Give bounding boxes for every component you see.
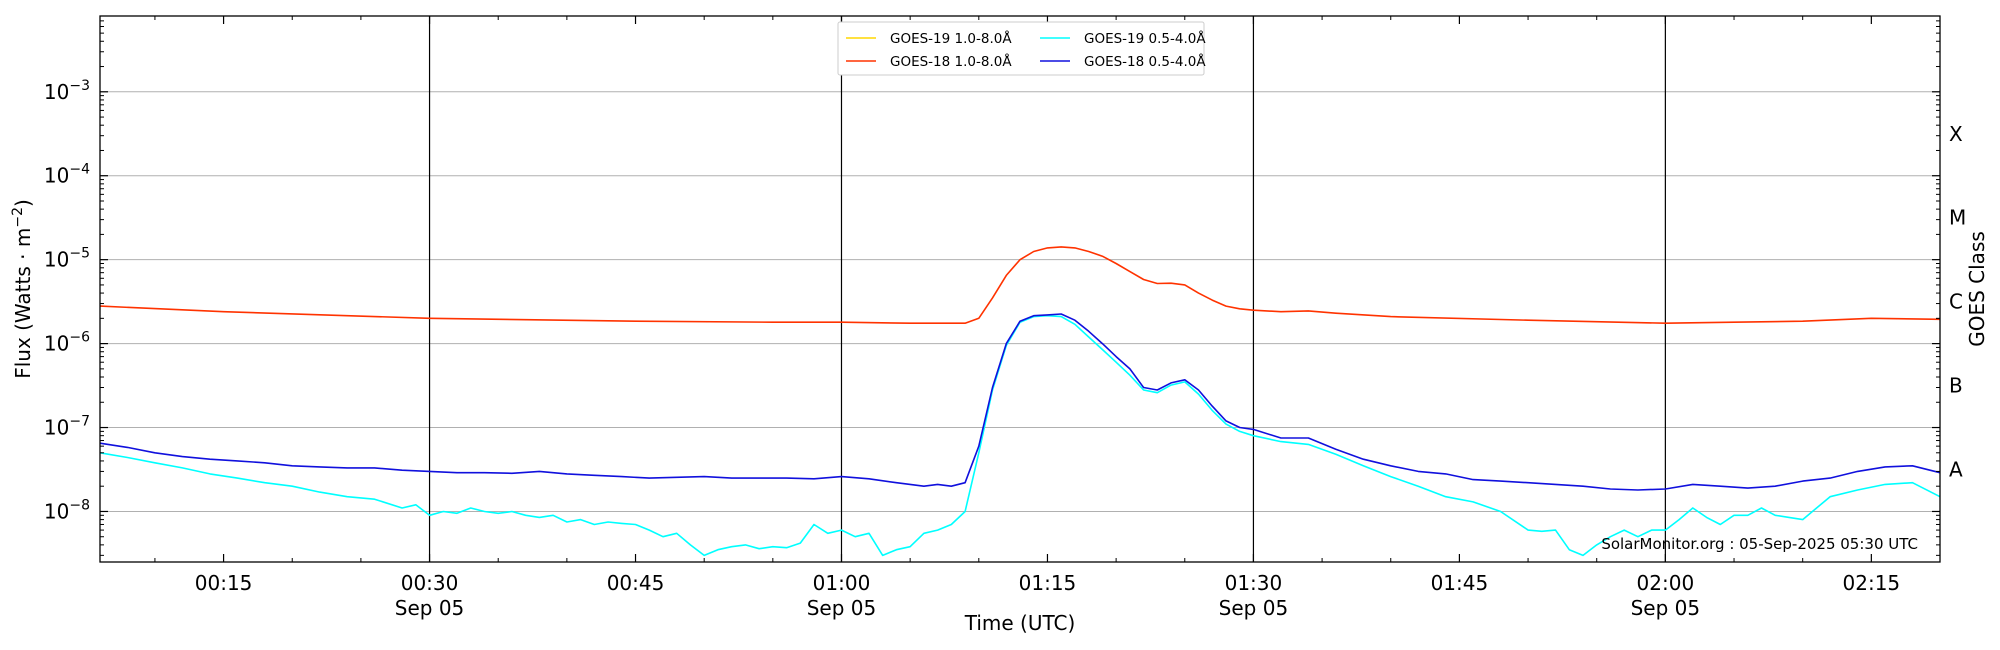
x-tick-label: 00:45 [607,571,665,595]
x-tick-label: 00:30 [401,571,459,595]
goes-class-label-c: C [1949,290,1963,314]
plot-frame [99,15,1941,563]
y-tick-exponent: −8 [69,497,90,513]
legend-label: GOES-19 0.5-4.0Å [1084,30,1206,47]
y-tick-label: 10−4 [44,162,90,188]
y-tick-base: 10 [44,416,69,440]
x-tick-label: 01:00 [813,571,871,595]
x-tick-date-label: Sep 05 [1219,596,1289,620]
x-tick-label: 01:15 [1019,571,1077,595]
goes-class-label-a: A [1949,458,1963,482]
legend-label: GOES-18 0.5-4.0Å [1084,53,1206,70]
y-tick-label: 10−7 [44,414,90,440]
x-tick-date-label: Sep 05 [395,596,465,620]
goes-class-labels: A B C M X [1949,122,1966,482]
y-axis-label: Flux (Watts · m−2) [10,199,35,379]
y-tick-base: 10 [44,80,69,104]
x-tick-label: 02:15 [1843,571,1901,595]
legend-label: GOES-19 1.0-8.0Å [890,30,1012,47]
x-tick-label: 01:30 [1225,571,1283,595]
grid-lines [100,91,1940,512]
credit-text: SolarMonitor.org : 05-Sep-2025 05:30 UTC [1601,535,1918,553]
x-tick-date-label: Sep 05 [1631,596,1701,620]
flux-series [99,246,1941,557]
y-tick-exponent: −7 [69,414,90,430]
y-tick-base: 10 [44,499,69,523]
y-tick-label: 10−5 [44,246,90,272]
y-tick-label: 10−6 [44,330,90,356]
y-tick-base: 10 [44,248,69,272]
y-tick-exponent: −4 [69,162,90,178]
goes-class-label-m: M [1949,206,1966,230]
legend-box [837,21,1205,76]
goes-class-label-x: X [1949,122,1963,146]
series-line-goes-18-1-0-8-0 [99,246,1941,325]
x-axis-label: Time (UTC) [964,611,1076,635]
y-axis-label-main: Flux (Watts · m [11,228,35,379]
y-tick-exponent: −6 [69,330,90,346]
y-tick-exponent: −3 [69,78,90,94]
y-axis-ticks: 10−810−710−610−510−410−3 [44,15,1940,556]
y-tick-exponent: −5 [69,246,90,262]
x-tick-label: 02:00 [1637,571,1695,595]
y-tick-label: 10−8 [44,497,90,523]
series-line-goes-18-0-5-4-0 [99,313,1941,491]
y-tick-label: 10−3 [44,78,90,104]
y-axis-label-close: ) [11,199,35,207]
goes-class-label-b: B [1949,374,1963,398]
series-line-goes-19-0-5-4-0 [99,314,1941,557]
x-tick-date-label: Sep 05 [807,596,877,620]
legend-label: GOES-18 1.0-8.0Å [890,53,1012,70]
x-tick-label: 00:15 [195,571,253,595]
y-tick-base: 10 [44,332,69,356]
y-axis-label-exponent: −2 [10,207,26,228]
legend: GOES-19 1.0-8.0Å GOES-19 0.5-4.0Å GOES-18 … [837,21,1206,76]
y-tick-base: 10 [44,164,69,188]
x-tick-label: 01:45 [1431,571,1489,595]
goes-class-axis-label: GOES Class [1965,231,1989,347]
